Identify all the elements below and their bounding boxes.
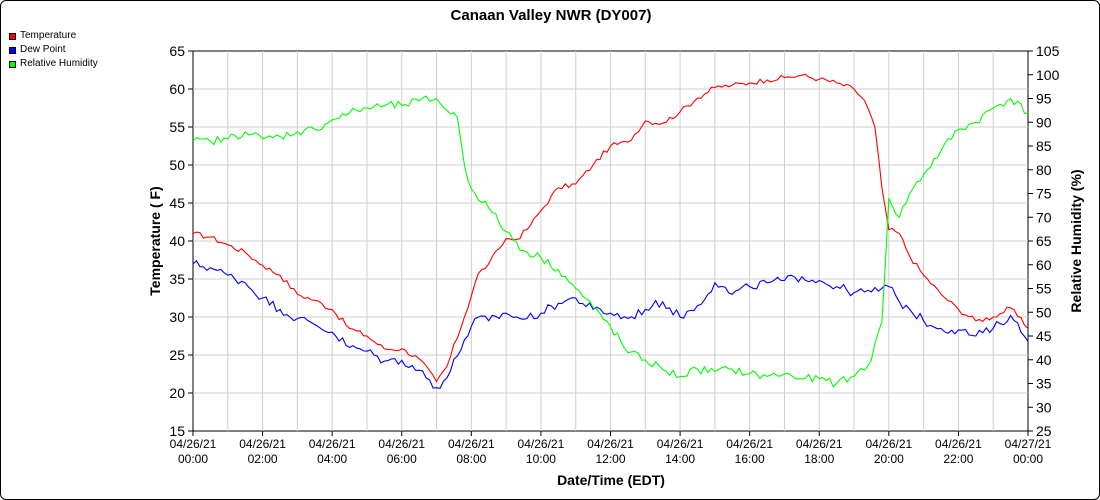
x-tick-date: 04/26/21 [170, 437, 217, 451]
x-tick-time: 14:00 [665, 452, 695, 466]
legend-item-relative-humidity: Relative Humidity [9, 57, 98, 71]
x-tick-labels: 04/26/2100:0004/26/2102:0004/26/2104:000… [170, 431, 1052, 466]
y2-tick-label: 50 [1036, 304, 1052, 320]
horizontal-gridlines [193, 88, 1028, 394]
y-tick-label: 40 [169, 233, 185, 249]
y2-tick-label: 95 [1036, 91, 1052, 107]
y-tick-label: 45 [169, 195, 185, 211]
y-tick-label: 50 [169, 157, 185, 173]
x-tick-date: 04/26/21 [309, 437, 356, 451]
y2-tick-label: 65 [1036, 233, 1052, 249]
y2-tick-label: 25 [1036, 423, 1052, 439]
x-tick-date: 04/26/21 [726, 437, 773, 451]
y2-tick-label: 60 [1036, 257, 1052, 273]
x-tick-time: 08:00 [456, 452, 486, 466]
legend-item-temperature: Temperature [9, 29, 98, 43]
x-tick-time: 00:00 [178, 452, 208, 466]
x-tick-date: 04/26/21 [448, 437, 495, 451]
y2-tick-label: 90 [1036, 114, 1052, 130]
y2-axis-label: Relative Humidity (%) [1068, 169, 1084, 312]
y-axis-label: Temperature ( F) [147, 186, 163, 295]
series-line-dew-point [192, 259, 1029, 390]
x-tick-date: 04/26/21 [865, 437, 912, 451]
x-tick-date: 04/26/21 [657, 437, 704, 451]
y-tick-label: 20 [169, 385, 185, 401]
y2-tick-label: 40 [1036, 352, 1052, 368]
y-tick-label: 25 [169, 347, 185, 363]
legend-swatch-temperature [9, 32, 16, 40]
y2-tick-label: 55 [1036, 281, 1052, 297]
series-line-relative-humidity [192, 95, 1029, 388]
y2-tick-label: 35 [1036, 376, 1052, 392]
x-tick-time: 22:00 [943, 452, 973, 466]
x-tick-date: 04/26/21 [378, 437, 425, 451]
y-tick-label: 60 [169, 81, 185, 97]
y2-tick-label: 105 [1036, 43, 1060, 59]
y2-tick-label: 75 [1036, 186, 1052, 202]
y2-tick-label: 85 [1036, 138, 1052, 154]
x-tick-time: 06:00 [387, 452, 417, 466]
legend-label-temperature: Temperature [20, 30, 77, 41]
y2-tick-label: 70 [1036, 209, 1052, 225]
x-tick-time: 18:00 [804, 452, 834, 466]
y-tick-label: 30 [169, 309, 185, 325]
chart-title: Canaan Valley NWR (DY007) [451, 7, 652, 24]
legend-swatch-relative-humidity [9, 60, 16, 68]
y-tick-label: 55 [169, 119, 185, 135]
series-line-temperature [192, 73, 1029, 383]
x-axis-label: Date/Time (EDT) [557, 472, 665, 488]
series-lines [192, 73, 1029, 390]
y-tick-label: 65 [169, 43, 185, 59]
x-tick-time: 00:00 [1013, 452, 1043, 466]
x-tick-date: 04/26/21 [935, 437, 982, 451]
y2-tick-label: 45 [1036, 328, 1052, 344]
y2-tick-label: 30 [1036, 399, 1052, 415]
y2-tick-label: 100 [1036, 67, 1060, 83]
x-tick-time: 04:00 [317, 452, 347, 466]
legend-label-dew-point: Dew Point [20, 44, 66, 55]
x-tick-date: 04/26/21 [518, 437, 565, 451]
y-tick-label: 15 [169, 423, 185, 439]
x-tick-date: 04/26/21 [796, 437, 843, 451]
x-tick-time: 10:00 [526, 452, 556, 466]
x-tick-date: 04/26/21 [239, 437, 286, 451]
legend-swatch-dew-point [9, 46, 16, 54]
legend-label-relative-humidity: Relative Humidity [20, 58, 98, 69]
legend-item-dew-point: Dew Point [9, 43, 98, 57]
x-tick-date: 04/26/21 [587, 437, 634, 451]
y2-tick-label: 80 [1036, 162, 1052, 178]
x-tick-time: 12:00 [595, 452, 625, 466]
right-y-tick-labels: 25 30 35 40 45 50 55 60 65 70 75 80 85 90 95 100 105 [1028, 43, 1060, 439]
x-tick-time: 20:00 [874, 452, 904, 466]
y-tick-label: 35 [169, 271, 185, 287]
x-tick-time: 16:00 [735, 452, 765, 466]
x-tick-date: 04/27/21 [1005, 437, 1052, 451]
left-y-tick-labels: 15 20 25 30 35 40 45 50 55 60 65 [169, 43, 193, 439]
x-tick-time: 02:00 [248, 452, 278, 466]
legend: Temperature Dew Point Relative Humidity [9, 29, 98, 71]
